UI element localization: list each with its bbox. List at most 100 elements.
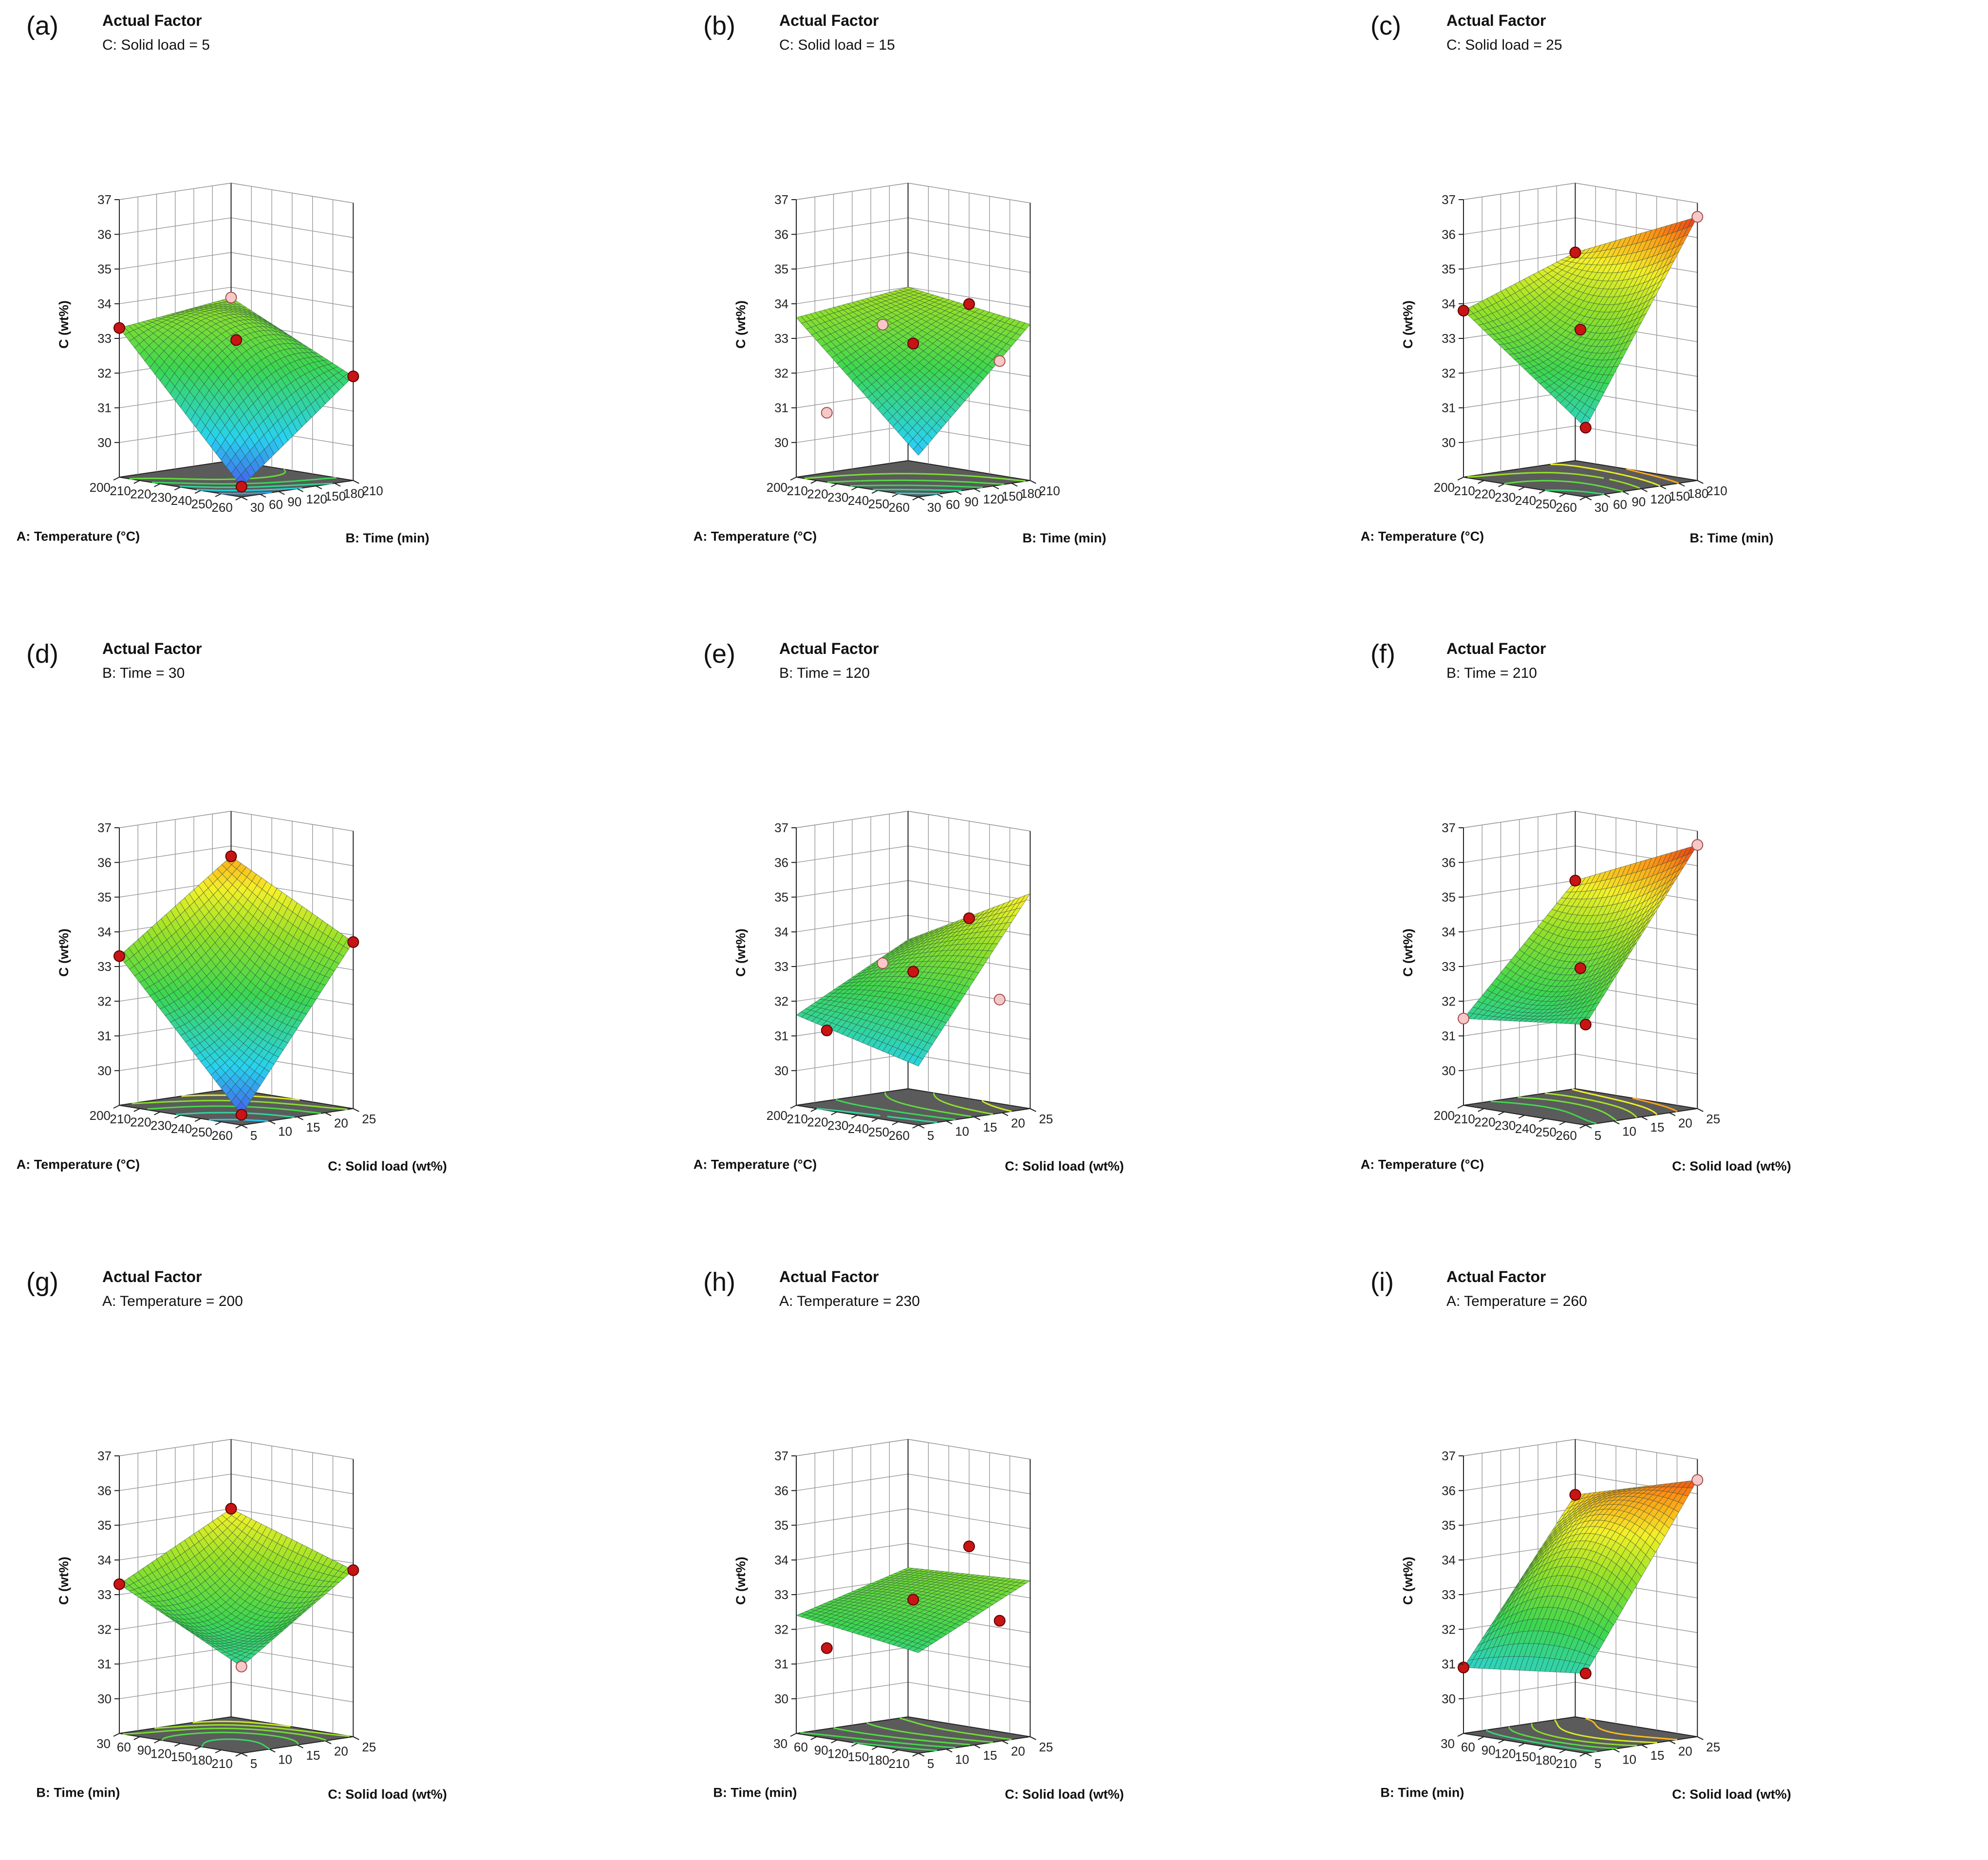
response-surface (796, 287, 1030, 456)
y-axis-label: C: Solid load (wt%) (1005, 1159, 1124, 1173)
z-tick-label: 36 (97, 855, 112, 870)
actual-factor-title: Actual Factor (779, 12, 879, 30)
y-tick-label: 210 (1039, 484, 1060, 498)
x-tick (215, 494, 221, 497)
z-tick-label: 30 (774, 1063, 788, 1078)
panel-label: (f) (1370, 639, 1395, 669)
x-axis-label: B: Time (min) (36, 1785, 120, 1800)
design-point-above (114, 323, 125, 334)
design-point-above (231, 335, 242, 345)
x-tick (134, 1109, 140, 1112)
y-tick (269, 1121, 275, 1124)
design-point-above (908, 967, 919, 977)
x-tick-label: 200 (90, 1108, 111, 1123)
x-tick-label: 210 (1454, 484, 1475, 498)
y-tick (325, 1113, 331, 1116)
z-tick-label: 32 (97, 994, 112, 1008)
x-tick-label: 210 (787, 1112, 807, 1126)
x-tick (174, 1115, 180, 1118)
x-tick (831, 484, 837, 487)
x-tick (113, 1105, 119, 1108)
z-tick-label: 32 (774, 994, 788, 1008)
x-tick (154, 1112, 160, 1115)
actual-factor-value: B: Time = 30 (102, 665, 185, 682)
x-axis-label: A: Temperature (°C) (17, 1157, 140, 1172)
y-tick (1697, 481, 1703, 484)
y-tick-label: 60 (946, 497, 960, 512)
design-point-below (994, 356, 1005, 367)
x-tick (174, 1743, 180, 1746)
panel-label: (e) (703, 639, 735, 669)
y-tick-label: 180 (1020, 486, 1041, 501)
y-tick-label: 90 (964, 495, 978, 509)
design-point-above (348, 371, 358, 382)
actual-factor-value: A: Temperature = 200 (102, 1293, 243, 1310)
x-tick (790, 477, 796, 480)
x-tick (1499, 484, 1504, 487)
y-tick (919, 1125, 924, 1128)
design-point-above (908, 338, 919, 349)
z-tick-label: 35 (97, 262, 112, 277)
x-tick-label: 240 (1515, 1121, 1536, 1136)
design-point-below (877, 958, 888, 968)
z-tick-label: 35 (1442, 890, 1456, 905)
x-tick (1539, 490, 1545, 493)
x-axis-label: A: Temperature (°C) (1361, 1157, 1484, 1172)
y-tick (298, 1117, 303, 1120)
design-point-below (994, 994, 1005, 1005)
y-tick-label: 5 (1594, 1128, 1601, 1143)
y-tick-label: 150 (1669, 489, 1690, 503)
design-point-above (1580, 422, 1591, 433)
z-tick-label: 37 (774, 820, 788, 835)
x-tick-label: 230 (150, 1118, 171, 1133)
actual-factor-title: Actual Factor (1446, 640, 1546, 658)
x-tick (1478, 1109, 1484, 1112)
y-tick-label: 210 (362, 484, 383, 498)
y-tick-label: 25 (362, 1740, 376, 1754)
design-point-above (236, 481, 247, 492)
y-tick (1623, 492, 1629, 495)
design-point-above (1458, 305, 1469, 316)
actual-factor-title: Actual Factor (102, 12, 202, 30)
y-tick (975, 1117, 980, 1120)
z-tick-label: 31 (97, 401, 112, 415)
y-tick-label: 15 (1650, 1120, 1665, 1135)
y-tick-label: 120 (1650, 492, 1671, 506)
z-tick-label: 37 (1442, 192, 1456, 207)
x-tick-label: 220 (1474, 487, 1495, 502)
x-tick-label: 260 (1556, 500, 1576, 515)
z-tick-label: 31 (97, 1029, 112, 1043)
z-tick-label: 31 (1442, 1029, 1456, 1043)
x-tick-label: 200 (767, 1108, 788, 1123)
z-tick-label: 31 (774, 1029, 788, 1043)
y-axis-label: C: Solid load (wt%) (328, 1159, 447, 1173)
y-tick (1660, 486, 1666, 489)
x-tick-label: 230 (1495, 1118, 1516, 1133)
z-tick-label: 35 (774, 890, 788, 905)
y-tick (353, 1737, 359, 1740)
actual-factor-title: Actual Factor (102, 640, 202, 658)
x-tick-label: 260 (888, 500, 909, 515)
y-tick-label: 60 (1613, 497, 1627, 512)
design-point-below (1692, 211, 1703, 222)
x-axis-label: A: Temperature (°C) (1361, 529, 1484, 543)
y-tick (1613, 1121, 1619, 1124)
x-tick (1458, 477, 1463, 480)
x-tick-label: 250 (1536, 1125, 1557, 1139)
z-tick-label: 31 (774, 401, 788, 415)
design-point-below (1458, 1013, 1469, 1024)
z-tick-label: 37 (774, 192, 788, 207)
design-point-above (114, 951, 125, 962)
y-tick (242, 1125, 247, 1128)
y-tick (242, 497, 247, 500)
y-tick-label: 25 (1706, 1112, 1720, 1126)
x-axis-label: A: Temperature (°C) (17, 529, 140, 543)
x-tick-label: 250 (868, 497, 889, 511)
design-point-above (1580, 1019, 1591, 1030)
x-tick (831, 1112, 837, 1115)
response-surface (119, 298, 353, 486)
